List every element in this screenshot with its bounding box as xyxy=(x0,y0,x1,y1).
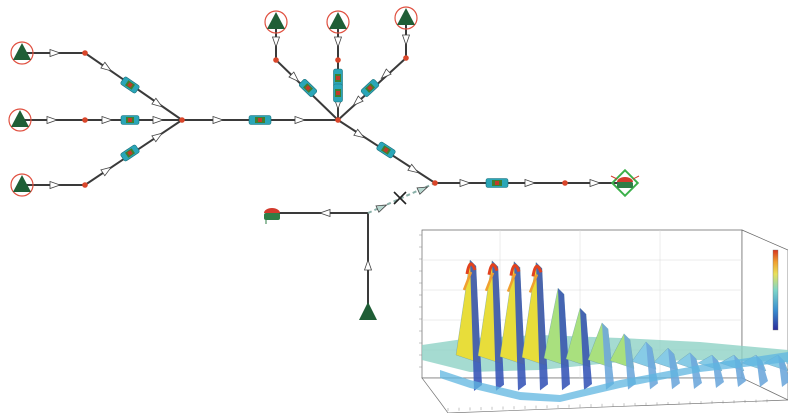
reservoir-top-right[interactable] xyxy=(394,6,418,30)
surface-peak-band xyxy=(484,272,495,292)
pipe-valve-icon[interactable] xyxy=(248,115,272,125)
flow-arrow-icon xyxy=(380,68,392,80)
closed-valve-x-icon[interactable] xyxy=(393,191,407,205)
surface-ridge-shade xyxy=(514,261,526,391)
reservoir-top-mid[interactable] xyxy=(326,10,350,34)
flow-arrow-icon xyxy=(271,36,281,49)
surface-peak-band xyxy=(528,273,539,293)
surface-ridge-shade xyxy=(778,355,788,387)
flow-arrow-icon xyxy=(100,166,113,177)
plot-colorbar xyxy=(772,249,779,331)
junction-dot-icon[interactable] xyxy=(82,50,88,56)
flow-arrows xyxy=(46,34,602,271)
pipe-valve-icon[interactable] xyxy=(333,68,343,88)
pipe-valve-icon[interactable] xyxy=(376,141,396,159)
junction-dot-icon[interactable] xyxy=(432,180,438,186)
junction-dot-icon[interactable] xyxy=(179,117,185,123)
surface-ridge-shade xyxy=(602,322,614,390)
surface-peak xyxy=(509,264,521,276)
pipe-left-bottom[interactable] xyxy=(22,119,183,186)
pipe-valve-icon[interactable] xyxy=(360,79,380,98)
triangle-reservoir-icon xyxy=(13,43,31,60)
pipe-valve-icon[interactable] xyxy=(120,76,140,94)
surface-peak xyxy=(487,263,499,276)
junction-dot-icon[interactable] xyxy=(562,180,568,186)
surface-ridge-shade xyxy=(558,288,570,391)
pipe-valve-icon[interactable] xyxy=(333,83,343,103)
surface-ridge-shade xyxy=(668,348,680,390)
junction-nodes xyxy=(82,50,568,188)
pipe-valve-icon[interactable] xyxy=(120,115,140,125)
plot-z-ticks xyxy=(419,234,422,368)
flow-arrow-icon xyxy=(212,115,225,125)
flow-arrow-icon xyxy=(288,71,300,83)
junction-dot-icon[interactable] xyxy=(273,57,279,63)
plot-floor-ticks xyxy=(447,399,768,411)
flow-arrow-icon xyxy=(152,115,165,125)
flow-arrow-icon xyxy=(363,258,373,271)
flow-arrow-icon xyxy=(375,204,388,213)
flow-arrow-icon xyxy=(100,61,113,72)
triangle-reservoir-icon xyxy=(13,175,31,192)
surface-peak-band xyxy=(506,273,517,293)
reservoir-sources xyxy=(8,6,418,320)
junction-dot-icon[interactable] xyxy=(403,55,409,61)
pipe-top-left[interactable] xyxy=(275,26,339,121)
flow-arrow-icon xyxy=(459,178,472,188)
surface-peak xyxy=(465,262,477,275)
triangle-reservoir-icon xyxy=(11,110,29,127)
triangle-reservoir-icon xyxy=(329,12,347,29)
junction-dot-icon[interactable] xyxy=(82,117,88,123)
pipe-lower-branch[interactable] xyxy=(278,212,369,312)
reservoir-left-bottom[interactable] xyxy=(10,173,34,197)
reservoir-left-mid[interactable] xyxy=(8,108,32,132)
flow-arrow-icon xyxy=(294,115,307,125)
junction-dot-icon[interactable] xyxy=(335,57,341,63)
reservoir-left-top[interactable] xyxy=(10,41,34,65)
flow-arrow-icon xyxy=(353,128,366,139)
pipe-valve-icon[interactable] xyxy=(120,144,140,162)
tank-icon[interactable] xyxy=(264,208,280,224)
flow-arrow-icon xyxy=(589,178,602,188)
triangle-reservoir-icon xyxy=(267,12,285,29)
flow-arrow-icon xyxy=(151,97,164,108)
junction-dot-icon[interactable] xyxy=(335,117,341,123)
pipe-valve-icon[interactable] xyxy=(485,178,509,188)
flow-arrow-icon xyxy=(524,178,537,188)
flow-arrow-icon xyxy=(49,48,62,58)
flow-arrow-icon xyxy=(101,115,114,125)
pipe-top-right[interactable] xyxy=(337,22,407,121)
demand-node-icon[interactable] xyxy=(610,168,640,198)
surface-ridge-shade xyxy=(492,260,504,391)
flow-arrow-icon xyxy=(151,132,164,143)
flow-arrow-icon xyxy=(416,186,429,195)
triangle-reservoir-icon xyxy=(359,302,377,320)
pipe-valve-icon[interactable] xyxy=(298,79,318,98)
flow-arrow-icon xyxy=(401,34,411,47)
pipe-left-top[interactable] xyxy=(22,52,183,121)
triangle-reservoir-icon xyxy=(397,8,415,25)
flow-arrow-icon xyxy=(352,95,364,107)
surface-peak xyxy=(531,264,543,277)
flow-arrow-icon xyxy=(46,115,59,125)
surface-ridge-shade xyxy=(624,333,636,390)
flow-arrow-icon xyxy=(333,36,343,49)
surface-ridge-shade xyxy=(580,308,592,390)
surface-ridge-shade xyxy=(470,260,482,391)
surface-peak-band xyxy=(462,271,473,291)
flow-arrow-icon xyxy=(49,180,62,190)
junction-dot-icon[interactable] xyxy=(82,182,88,188)
reservoir-bottom[interactable] xyxy=(359,302,377,320)
valves xyxy=(120,68,509,188)
flow-arrow-icon xyxy=(407,163,420,174)
reservoir-top-left[interactable] xyxy=(264,10,288,34)
surface-plot xyxy=(419,229,788,413)
pipe-dashed-closed[interactable] xyxy=(367,182,436,214)
flow-arrow-icon xyxy=(318,208,331,218)
